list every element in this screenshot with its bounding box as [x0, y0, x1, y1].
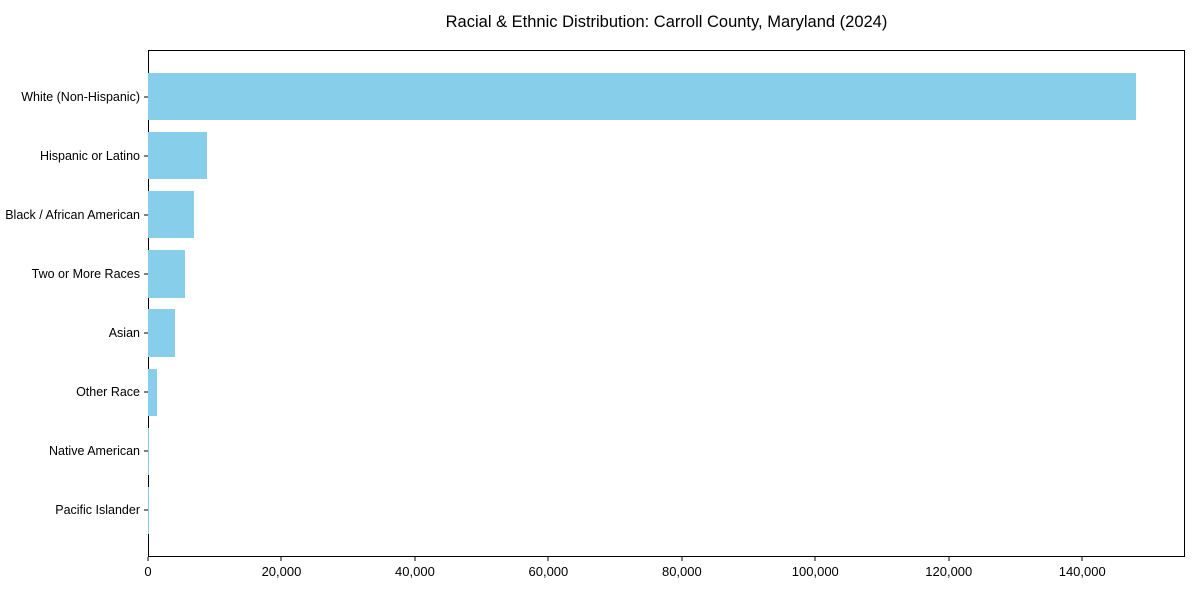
chart-title: Racial & Ethnic Distribution: Carroll Co… — [445, 13, 888, 31]
y-tick-label-other-race: Other Race — [76, 385, 140, 400]
chart-bar-black-african-american — [148, 191, 195, 239]
y-tick-label-white-non-hispanic: White (Non-Hispanic) — [21, 89, 140, 104]
x-tick-label-140-000: 140,000 — [1058, 564, 1106, 579]
y-tick-mark — [144, 391, 148, 393]
y-tick-mark — [144, 450, 148, 452]
x-tick-label-40-000: 40,000 — [395, 564, 435, 579]
chart-bar-two-or-more-races — [148, 250, 186, 298]
y-tick-mark — [144, 214, 148, 216]
x-tick-mark — [147, 557, 149, 561]
x-tick-label-80-000: 80,000 — [661, 564, 702, 579]
x-tick-mark — [280, 557, 282, 561]
x-tick-label-120-000: 120,000 — [925, 564, 973, 579]
x-tick-mark — [1081, 557, 1083, 561]
x-tick-mark — [547, 557, 549, 561]
x-tick-mark — [948, 557, 950, 561]
x-tick-mark — [814, 557, 816, 561]
x-tick-mark — [681, 557, 683, 561]
chart-bar-other-race — [148, 368, 157, 416]
x-tick-label-60-000: 60,000 — [528, 564, 569, 579]
x-tick-mark — [414, 557, 416, 561]
x-tick-label-20-000: 20,000 — [261, 564, 302, 579]
y-tick-label-hispanic-or-latino: Hispanic or Latino — [39, 148, 140, 163]
chart-bar-white-non-hispanic — [148, 73, 1136, 121]
chart-bar-native-american — [148, 427, 149, 475]
y-tick-label-two-or-more-races: Two or More Races — [31, 266, 140, 281]
y-tick-mark — [144, 273, 148, 275]
y-tick-label-black-african-american: Black / African American — [5, 207, 140, 222]
y-tick-mark — [144, 96, 148, 98]
y-tick-mark — [144, 509, 148, 511]
y-tick-mark — [144, 155, 148, 157]
x-tick-label-100-000: 100,000 — [791, 564, 839, 579]
y-tick-mark — [144, 332, 148, 334]
chart-bar-asian — [148, 309, 176, 357]
plot-area — [148, 50, 1185, 557]
y-tick-label-native-american: Native American — [48, 444, 140, 459]
y-tick-label-pacific-islander: Pacific Islander — [55, 503, 140, 518]
y-tick-label-asian: Asian — [108, 326, 140, 341]
x-tick-label-0: 0 — [144, 564, 152, 579]
chart-bar-hispanic-or-latino — [148, 132, 208, 180]
